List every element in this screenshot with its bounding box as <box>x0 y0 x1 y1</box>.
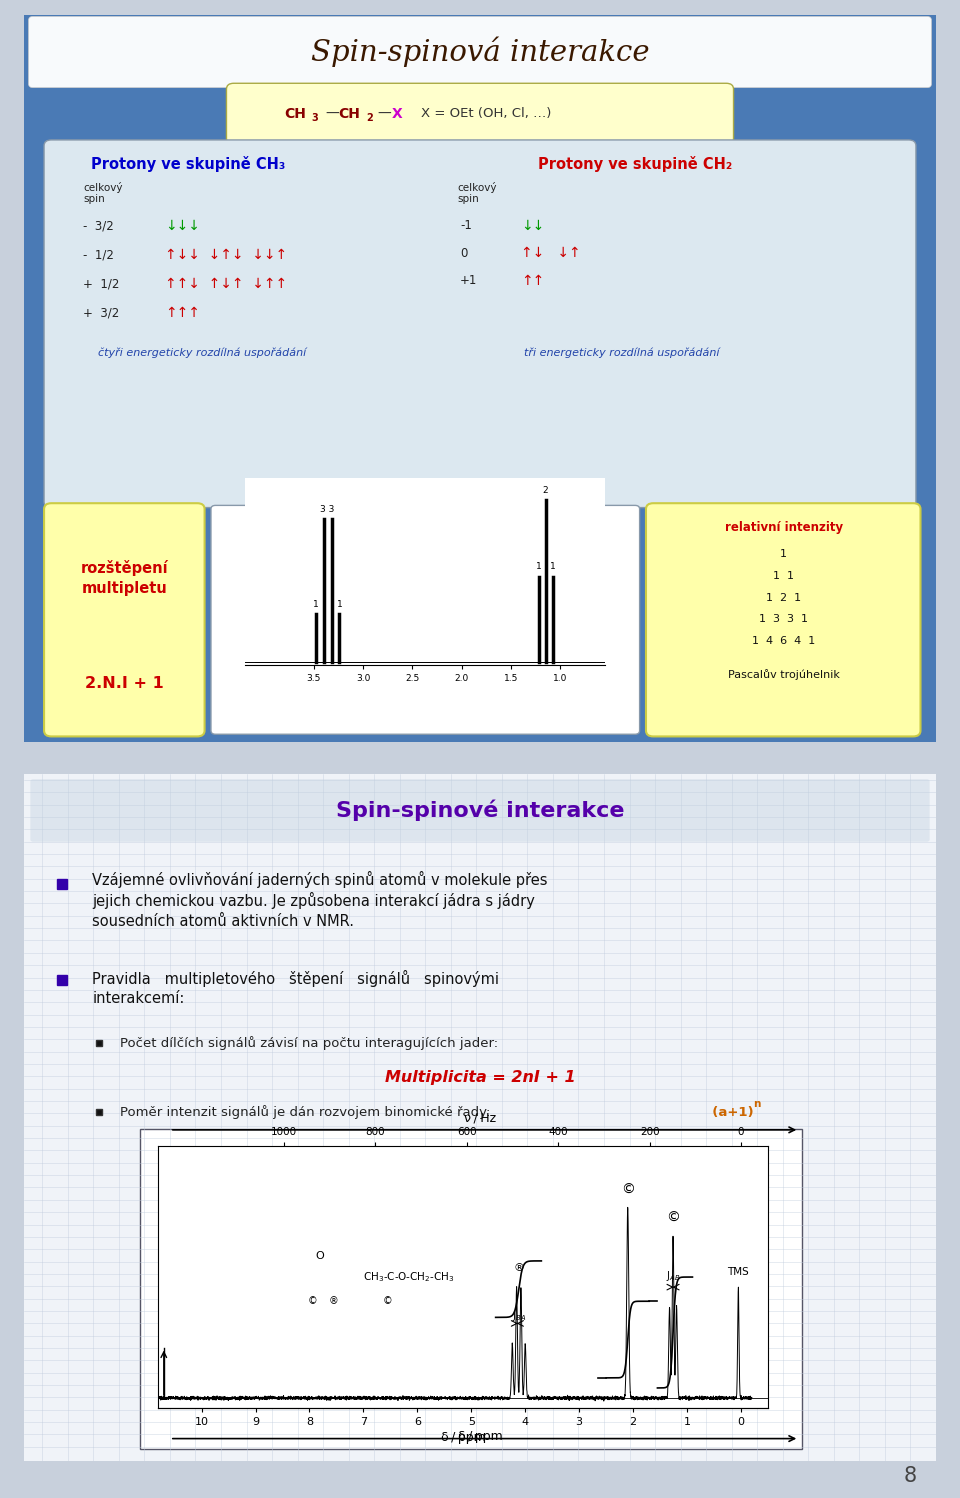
Text: 1: 1 <box>536 562 541 571</box>
Text: -  1/2: - 1/2 <box>84 249 114 261</box>
Text: CH: CH <box>300 503 323 518</box>
Text: δ / ppm: δ / ppm <box>458 1431 502 1444</box>
Text: J$_{AB}$: J$_{AB}$ <box>666 1269 681 1284</box>
Text: ®: ® <box>329 1296 339 1306</box>
Text: 1  3  3  1: 1 3 3 1 <box>759 614 808 625</box>
Text: rozštěpení
multipletu: rozštěpení multipletu <box>81 560 168 596</box>
Text: +  3/2: + 3/2 <box>84 307 120 319</box>
Text: 3: 3 <box>551 511 558 521</box>
Text: Spin-spinové interakce: Spin-spinové interakce <box>336 800 624 821</box>
Text: ©: © <box>307 1296 317 1306</box>
Text: ↑↓   ↓↑: ↑↓ ↓↑ <box>521 246 581 261</box>
FancyBboxPatch shape <box>44 503 204 737</box>
Text: Spin-spinová interakce: Spin-spinová interakce <box>311 37 649 67</box>
Text: 2: 2 <box>366 114 372 123</box>
Text: čtyři energeticky rozdílná uspořádání: čtyři energeticky rozdílná uspořádání <box>98 348 306 358</box>
Text: 2: 2 <box>539 506 545 517</box>
Text: 1  4  6  4  1: 1 4 6 4 1 <box>752 637 815 646</box>
Text: CH: CH <box>284 106 306 121</box>
Text: n: n <box>754 1100 761 1109</box>
Text: relativní intenzity: relativní intenzity <box>725 521 843 533</box>
Text: tři energeticky rozdílná uspořádání: tři energeticky rozdílná uspořádání <box>523 348 719 358</box>
Text: +1: +1 <box>460 274 477 288</box>
Text: Poměr intenzit signálů je dán rozvojem binomické řady:: Poměr intenzit signálů je dán rozvojem b… <box>120 1106 491 1119</box>
Text: (a+1): (a+1) <box>704 1106 754 1119</box>
Text: -1: -1 <box>460 219 471 232</box>
X-axis label: δ / ppm: δ / ppm <box>441 1431 486 1444</box>
Text: Protony ve skupině CH₂: Protony ve skupině CH₂ <box>538 156 732 172</box>
Text: —: — <box>324 106 339 121</box>
Text: +  1/2: + 1/2 <box>84 277 120 291</box>
FancyBboxPatch shape <box>44 139 916 508</box>
Text: ↑↑↓  ↑↓↑  ↓↑↑: ↑↑↓ ↑↓↑ ↓↑↑ <box>165 277 287 291</box>
Text: 2: 2 <box>561 503 566 512</box>
Text: -  3/2: - 3/2 <box>84 219 114 232</box>
Text: 1: 1 <box>550 562 556 571</box>
Text: ↑↓↓  ↓↑↓  ↓↓↑: ↑↓↓ ↓↑↓ ↓↓↑ <box>165 247 287 262</box>
Text: 2: 2 <box>542 485 548 494</box>
Text: O: O <box>316 1251 324 1261</box>
Text: CH: CH <box>519 503 541 518</box>
Text: Počet dílčích signálů závisí na počtu interagujících jader:: Počet dílčích signálů závisí na počtu in… <box>120 1037 498 1050</box>
FancyBboxPatch shape <box>646 503 921 737</box>
Text: 1: 1 <box>337 599 343 608</box>
FancyBboxPatch shape <box>29 16 931 88</box>
FancyBboxPatch shape <box>31 779 929 842</box>
Text: 1: 1 <box>780 550 787 559</box>
Text: ®: ® <box>514 1263 524 1273</box>
Text: ©: © <box>621 1182 635 1197</box>
Text: Protony ve skupině CH₃: Protony ve skupině CH₃ <box>91 156 285 172</box>
Text: 2.N.I + 1: 2.N.I + 1 <box>84 676 164 691</box>
Text: Vzájemné ovlivňování jaderných spinů atomů v molekule přes
jejich chemickou vazb: Vzájemné ovlivňování jaderných spinů ato… <box>92 870 548 929</box>
Text: ©: © <box>666 1210 680 1225</box>
Text: celkový
spin: celkový spin <box>84 181 123 204</box>
Text: ©: © <box>383 1296 393 1306</box>
Text: celkový
spin: celkový spin <box>457 181 496 204</box>
Text: TMS: TMS <box>728 1267 749 1276</box>
FancyBboxPatch shape <box>18 770 942 1465</box>
FancyBboxPatch shape <box>140 1129 802 1449</box>
Text: CH: CH <box>339 106 361 121</box>
Text: 1  2  1: 1 2 1 <box>766 593 802 602</box>
Text: Multiplicita = 2nI + 1: Multiplicita = 2nI + 1 <box>385 1070 575 1085</box>
Text: ↓↓↓: ↓↓↓ <box>165 219 201 232</box>
Text: 0: 0 <box>460 247 468 259</box>
Text: CH$_3$-C-O-CH$_2$-CH$_3$: CH$_3$-C-O-CH$_2$-CH$_3$ <box>364 1270 455 1284</box>
Text: X = OEt (OH, Cl, …): X = OEt (OH, Cl, …) <box>420 108 551 120</box>
Text: 1  1: 1 1 <box>773 571 794 581</box>
Text: ↑↑: ↑↑ <box>521 274 544 288</box>
Text: Pravidla   multipletového   štěpení   signálů   spinovými
interakcemí:: Pravidla multipletového štěpení signálů … <box>92 971 499 1007</box>
Text: —: — <box>378 106 392 121</box>
Text: 2: 2 <box>332 511 339 521</box>
FancyBboxPatch shape <box>227 84 733 144</box>
Text: X: X <box>392 106 402 121</box>
FancyBboxPatch shape <box>16 9 944 748</box>
Text: J$_{BA}$: J$_{BA}$ <box>512 1309 526 1323</box>
Text: 3 3: 3 3 <box>321 505 335 514</box>
Text: ν / Hz: ν / Hz <box>464 1112 496 1125</box>
Text: 3: 3 <box>311 114 318 123</box>
Text: ↓↓: ↓↓ <box>521 219 544 232</box>
Text: ↑↑↑: ↑↑↑ <box>165 306 201 321</box>
Text: 1: 1 <box>313 599 319 608</box>
Text: Pascalův trojúhelnik: Pascalův trojúhelnik <box>728 670 840 680</box>
FancyBboxPatch shape <box>211 505 639 734</box>
Text: 8: 8 <box>903 1467 917 1486</box>
